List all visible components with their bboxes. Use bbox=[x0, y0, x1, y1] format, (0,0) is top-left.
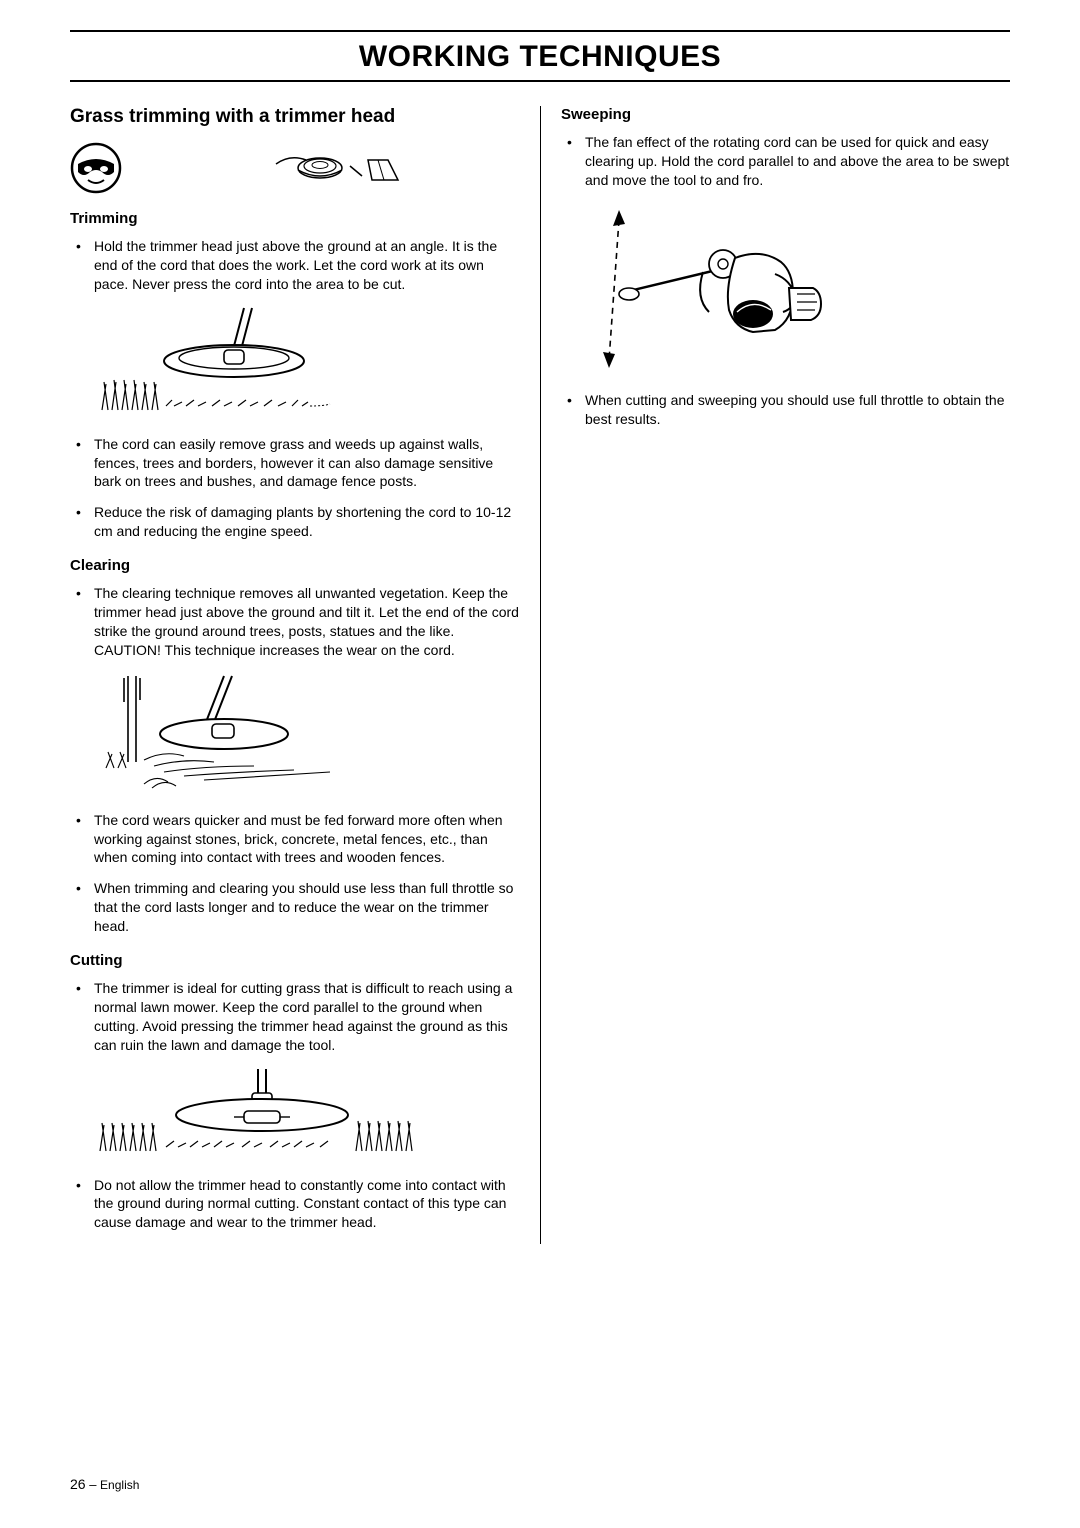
spool-shield-icon bbox=[272, 146, 402, 190]
icon-row bbox=[70, 142, 520, 194]
trimming-heading: Trimming bbox=[70, 210, 520, 227]
cutting-illustration bbox=[94, 1067, 520, 1162]
sweeping-heading: Sweeping bbox=[561, 106, 1010, 123]
footer-sep: – bbox=[86, 1477, 100, 1492]
right-column: Sweeping The fan effect of the rotating … bbox=[540, 106, 1010, 1244]
page-number: 26 bbox=[70, 1476, 86, 1492]
list-item: The trimmer is ideal for cutting grass t… bbox=[70, 979, 520, 1055]
trimming-illustration bbox=[94, 306, 520, 421]
clearing-list-2: The cord wears quicker and must be fed f… bbox=[70, 811, 520, 936]
list-item: The clearing technique removes all unwan… bbox=[70, 584, 520, 660]
clearing-list: The clearing technique removes all unwan… bbox=[70, 584, 520, 660]
page-title: WORKING TECHNIQUES bbox=[70, 30, 1010, 82]
content-columns: Grass trimming with a trimmer head bbox=[70, 106, 1010, 1244]
list-item: The cord can easily remove grass and wee… bbox=[70, 435, 520, 492]
sweeping-list-2: When cutting and sweeping you should use… bbox=[561, 391, 1010, 429]
list-item: Do not allow the trimmer head to constan… bbox=[70, 1176, 520, 1233]
goggles-icon bbox=[70, 142, 122, 194]
list-item: The fan effect of the rotating cord can … bbox=[561, 133, 1010, 190]
list-item: The cord wears quicker and must be fed f… bbox=[70, 811, 520, 868]
page-footer: 26 – English bbox=[70, 1476, 139, 1492]
trimming-list: Hold the trimmer head just above the gro… bbox=[70, 237, 520, 294]
cutting-list-2: Do not allow the trimmer head to constan… bbox=[70, 1176, 520, 1233]
list-item: Hold the trimmer head just above the gro… bbox=[70, 237, 520, 294]
sweeping-illustration bbox=[585, 202, 1010, 377]
list-item: When cutting and sweeping you should use… bbox=[561, 391, 1010, 429]
clearing-heading: Clearing bbox=[70, 557, 520, 574]
left-column: Grass trimming with a trimmer head bbox=[70, 106, 540, 1244]
list-item: When trimming and clearing you should us… bbox=[70, 879, 520, 936]
page-language: English bbox=[100, 1478, 139, 1492]
cutting-list: The trimmer is ideal for cutting grass t… bbox=[70, 979, 520, 1055]
sweeping-list: The fan effect of the rotating cord can … bbox=[561, 133, 1010, 190]
clearing-illustration bbox=[94, 672, 520, 797]
section-heading: Grass trimming with a trimmer head bbox=[70, 106, 520, 128]
list-item: Reduce the risk of damaging plants by sh… bbox=[70, 503, 520, 541]
trimming-list-2: The cord can easily remove grass and wee… bbox=[70, 435, 520, 541]
cutting-heading: Cutting bbox=[70, 952, 520, 969]
